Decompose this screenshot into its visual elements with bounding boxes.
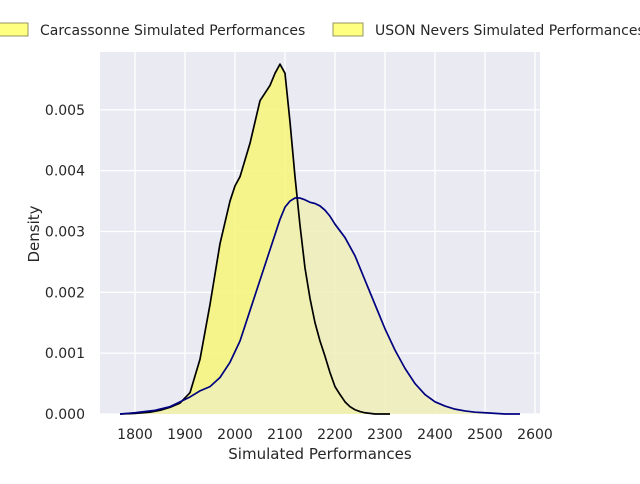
y-tick-label: 0.002 [45,285,85,301]
y-tick-label: 0.003 [45,224,85,240]
uson-nevers-density-area [120,198,520,414]
y-tick-label: 0.001 [45,346,85,362]
legend-label-carcassonne: Carcassonne Simulated Performances [40,23,305,39]
x-tick-label: 1900 [167,427,203,443]
legend-swatch-uson [332,22,364,37]
density-lines [119,63,520,415]
y-tick-label: 0.000 [45,407,85,423]
x-tick-label: 2500 [467,427,503,443]
legend: Carcassonne Simulated Performances USON … [0,22,640,39]
x-axis-label: Simulated Performances [228,445,412,463]
y-tick-label: 0.005 [45,103,85,119]
y-axis-label: Density [25,205,43,262]
carcassonne-density-line [119,63,390,415]
y-tick-label: 0.004 [45,164,85,180]
x-tick-label: 2600 [517,427,553,443]
x-tick-label: 2200 [317,427,353,443]
x-tick-label: 2300 [367,427,403,443]
x-tick-label: 1800 [117,427,153,443]
x-tick-label: 2100 [267,427,303,443]
x-tick-label: 2400 [417,427,453,443]
carcassonne-density-area [120,64,390,415]
x-tick-labels: 1800 1900 2000 2100 2200 2300 2400 2500 2600 [117,427,553,443]
uson-nevers-density-line [119,197,520,415]
x-tick-label: 2000 [217,427,253,443]
y-tick-labels: 0.000 0.001 0.002 0.003 0.004 0.005 [45,103,85,423]
legend-label-uson: USON Nevers Simulated Performances [375,23,640,39]
density-areas [120,64,520,415]
legend-swatch-carcassonne [0,22,29,37]
